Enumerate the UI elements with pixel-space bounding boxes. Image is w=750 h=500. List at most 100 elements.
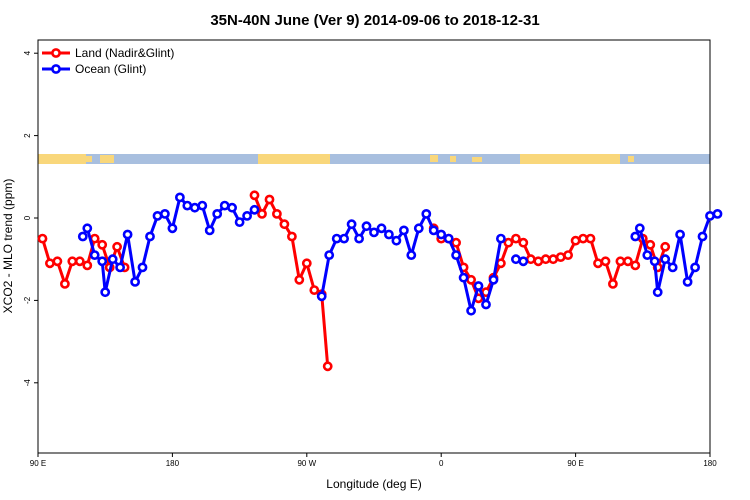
data-point (234, 217, 245, 227)
plot-area (37, 39, 711, 454)
data-point (436, 229, 447, 240)
data-point (204, 225, 215, 236)
chart-title: 35N-40N June (Ver 9) 2014-09-06 to 2018-… (210, 12, 539, 29)
data-point (77, 231, 88, 242)
data-point (451, 237, 461, 248)
y-tick-label: 4 (23, 50, 32, 55)
data-point (682, 276, 693, 287)
data-point (645, 239, 656, 250)
x-tick-label: 90 E (30, 459, 46, 468)
data-point (257, 208, 267, 219)
data-point (174, 192, 185, 203)
data-point (316, 291, 327, 302)
data-point (421, 208, 432, 219)
data-point (540, 254, 551, 265)
data-point (488, 274, 499, 285)
legend-marker (51, 64, 61, 74)
legend-label: Land (Nadir&Glint) (75, 46, 174, 60)
data-point (443, 233, 454, 244)
data-point (481, 299, 491, 310)
data-point (675, 229, 685, 240)
data-point (398, 225, 409, 236)
data-point (182, 200, 193, 211)
data-point (660, 254, 671, 265)
data-point (89, 250, 100, 260)
data-point (354, 233, 364, 244)
x-tick-label: 90 E (567, 459, 583, 468)
data-point (649, 256, 660, 267)
legend-marker (51, 48, 61, 58)
data-point (249, 190, 260, 201)
data-point (137, 262, 148, 273)
data-point (264, 194, 275, 205)
x-tick-label: 0 (439, 459, 444, 468)
data-point (294, 274, 305, 285)
data-point (301, 258, 312, 269)
data-point (115, 262, 125, 273)
data-point (511, 233, 521, 244)
data-point (167, 223, 178, 234)
data-point (690, 262, 700, 273)
data-point (346, 219, 357, 230)
data-point (466, 274, 476, 285)
legend-label: Ocean (Glint) (75, 62, 146, 76)
data-point (458, 272, 469, 283)
data-point (406, 250, 417, 260)
data-point (227, 202, 237, 213)
data-point (322, 361, 333, 372)
data-point (585, 233, 596, 244)
data-point (107, 254, 118, 265)
data-point (82, 223, 93, 234)
data-point (112, 241, 122, 252)
data-point (563, 250, 573, 260)
data-point (451, 250, 461, 260)
data-point (52, 256, 63, 267)
data-point (97, 256, 108, 267)
data-point (60, 278, 70, 289)
data-point (249, 204, 260, 215)
y-axis: 4 2 0 -2 -4 (23, 50, 38, 386)
series-ocean (77, 192, 723, 316)
data-point (361, 221, 372, 232)
data-point (37, 233, 48, 244)
data-point (67, 256, 78, 267)
data-point (518, 256, 529, 267)
y-axis-label: XCO2 - MLO trend (ppm) (1, 179, 15, 314)
data-point (705, 210, 715, 221)
data-point (518, 237, 529, 248)
data-point (309, 285, 320, 295)
data-point (473, 281, 484, 291)
data-point (271, 208, 282, 219)
data-point (630, 231, 641, 242)
data-point (45, 258, 55, 269)
data-point (548, 254, 559, 265)
x-axis: 90 E 180 90 W 0 90 E 180 (30, 453, 717, 468)
data-point (279, 219, 290, 230)
data-point (122, 229, 133, 240)
data-point (159, 208, 170, 219)
data-point (555, 252, 566, 262)
data-point (652, 287, 663, 298)
data-point (630, 260, 641, 271)
data-point (100, 287, 111, 298)
data-point (74, 256, 85, 267)
data-point (339, 233, 349, 244)
data-point (634, 223, 645, 234)
data-point (145, 231, 155, 242)
legend: Land (Nadir&Glint) Ocean (Glint) (42, 46, 174, 76)
data-point (82, 260, 93, 271)
data-point (712, 208, 723, 219)
land-ocean-band (38, 154, 710, 164)
data-point (369, 227, 379, 238)
data-point (503, 237, 514, 248)
data-point (197, 200, 208, 211)
data-point (286, 231, 297, 242)
data-point (697, 231, 708, 242)
data-point (570, 235, 581, 246)
y-tick-label: 0 (23, 215, 32, 220)
data-point (642, 250, 653, 260)
data-point (130, 276, 140, 287)
x-axis-label: Longitude (deg E) (326, 477, 421, 491)
data-point (391, 235, 402, 246)
